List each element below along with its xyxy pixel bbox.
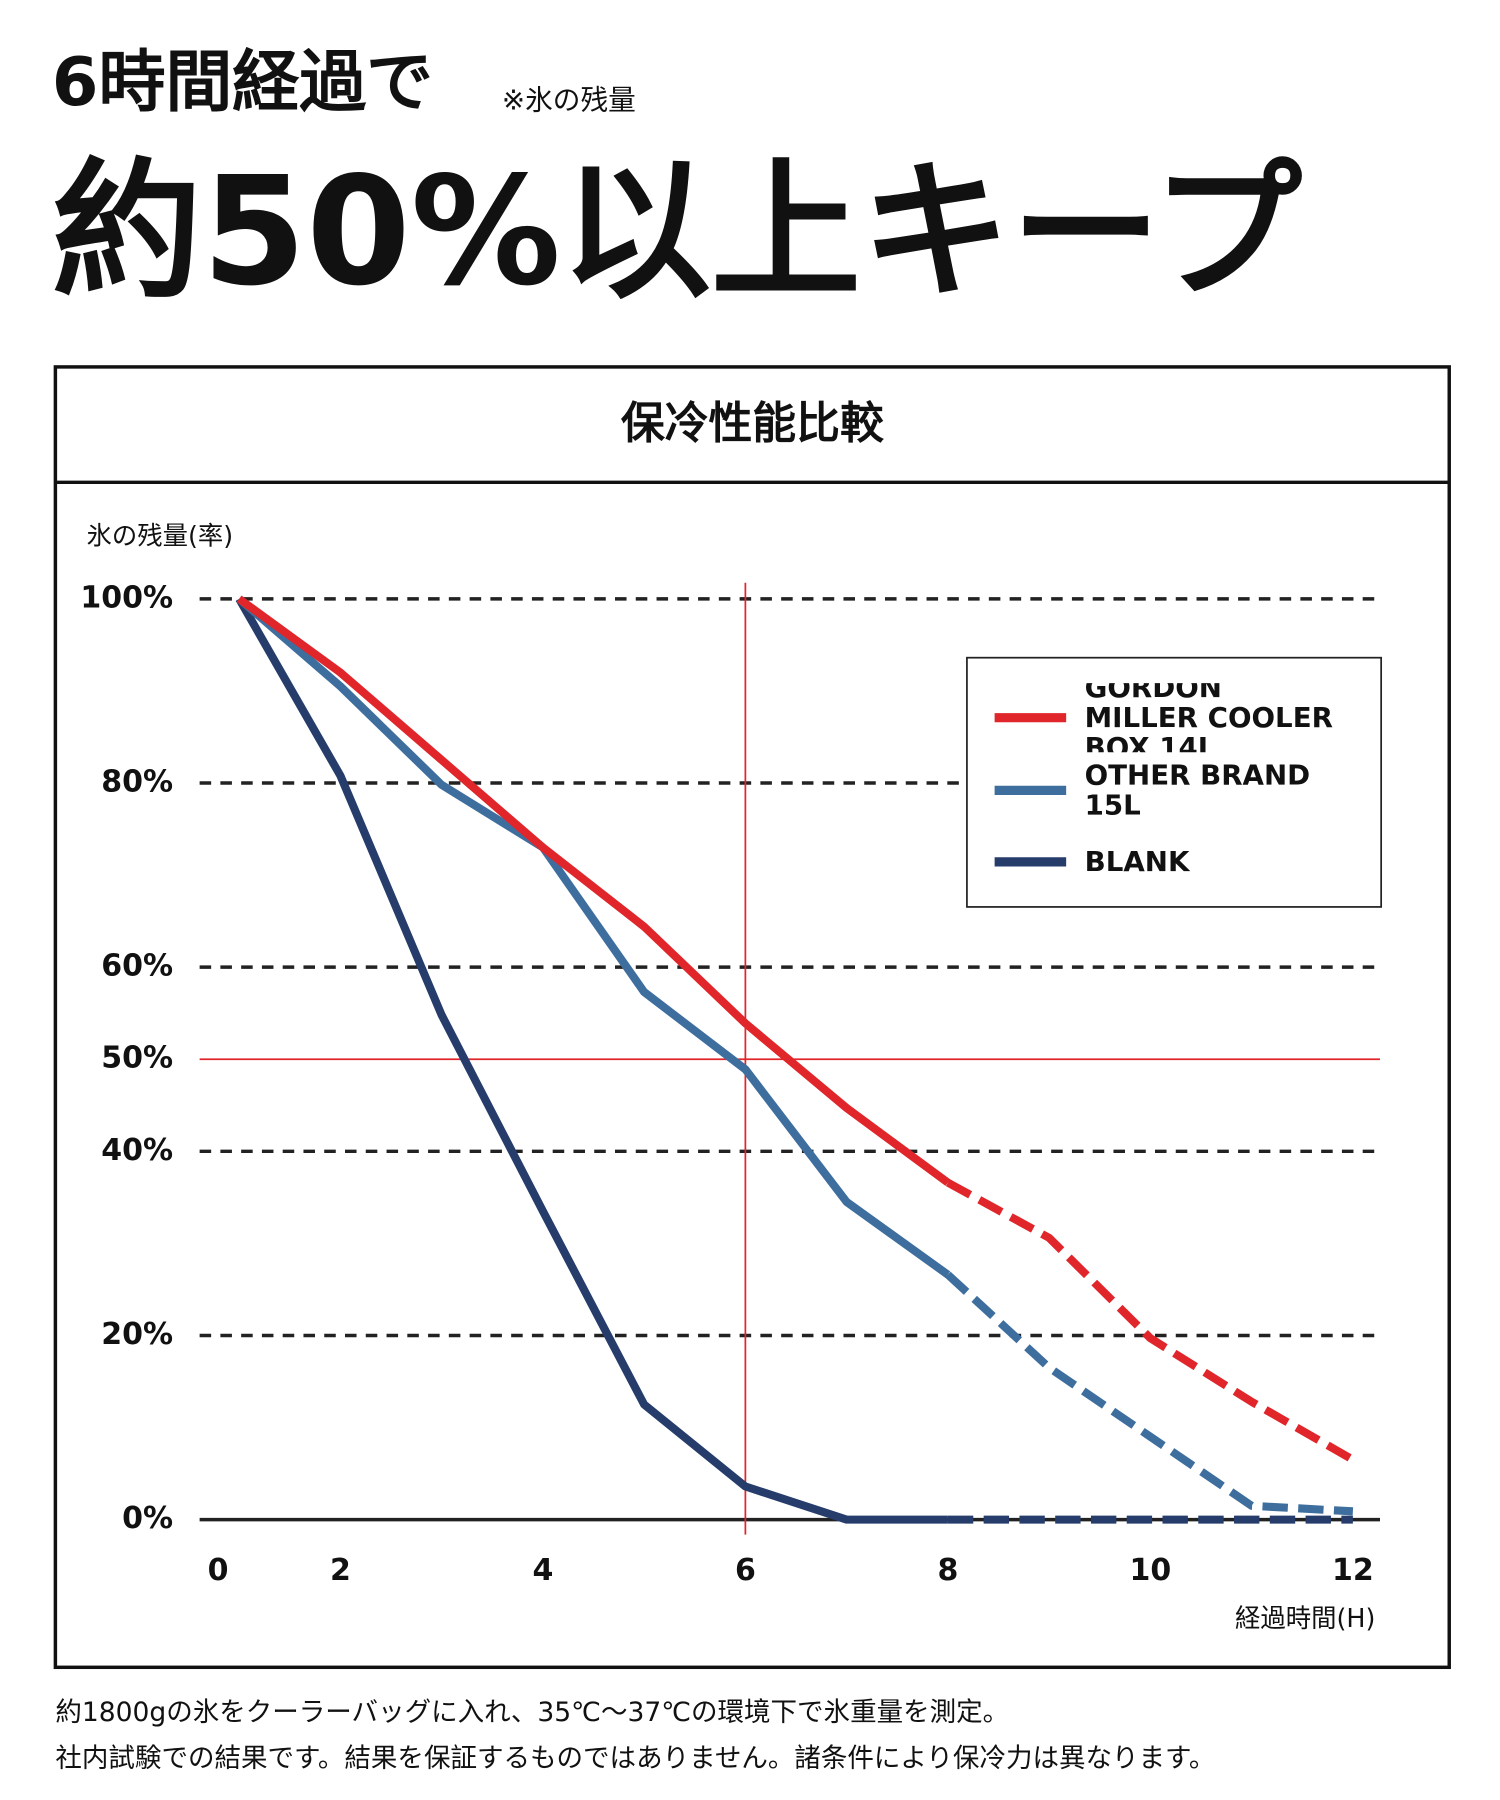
legend-label: OTHER BRAND 15L [1084,759,1311,822]
headline: 約50%以上キープ [52,145,1302,319]
x-tick-label: 12 [1332,1553,1374,1588]
title-note: ※氷の残量 [502,84,636,117]
x-tick-label: 4 [532,1553,553,1588]
chart-frame [53,365,1451,1670]
legend-label: BLANK [1084,845,1190,879]
y-tick-label: 50% [101,1041,173,1076]
y-tick-label: 60% [101,949,173,984]
series-line [235,596,948,1524]
series-line-dashed [945,1271,1354,1516]
series-line [236,595,951,1278]
footnote: 社内試験での結果です。結果を保証するものではありません。諸条件により保冷力は異な… [55,1743,1215,1774]
x-tick-label: 10 [1130,1553,1172,1588]
x-tick-label: 8 [937,1553,958,1588]
legend-entry: OTHER BRAND 15L [1084,759,1311,822]
legend-entry: GORDON MILLER COOLER BOX 14L [1084,683,1333,753]
y-axis-label: 氷の残量(率) [87,521,234,551]
legend-label: GORDON MILLER COOLER BOX 14L [1084,683,1333,753]
x-axis-label: 経過時間(H) [1235,1603,1375,1633]
series-line-dashed [945,1179,1355,1464]
y-tick-label: 80% [101,764,173,799]
x-tick-label: 2 [330,1553,351,1588]
y-tick-label: 0% [122,1501,173,1536]
chart-title: 保冷性能比較 [621,398,884,449]
x-tick-label: 0 [208,1553,229,1588]
series-line [236,595,951,1186]
y-tick-label: 20% [101,1317,173,1352]
y-tick-label: 40% [101,1133,173,1168]
footnote: 約1800gの氷をクーラーバッグに入れ、35℃〜37℃の環境下で氷重量を測定。 [55,1697,1009,1728]
legend-entry: BLANK [1084,845,1190,879]
x-tick-label: 6 [735,1553,756,1588]
title: 6時間経過で [52,43,433,121]
y-tick-label: 100% [80,580,173,615]
